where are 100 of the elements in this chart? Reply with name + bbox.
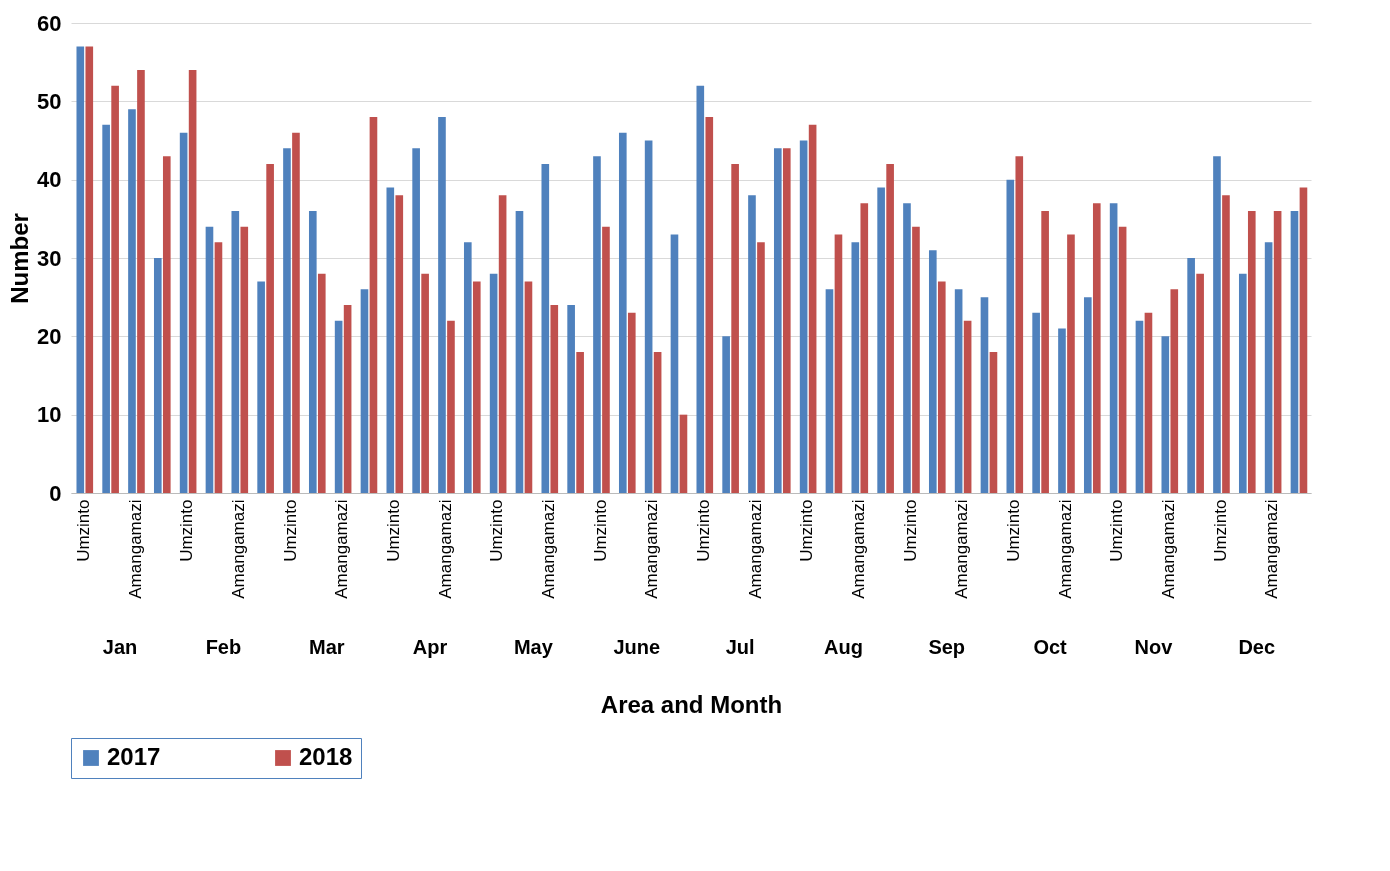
bar <box>1247 211 1256 493</box>
bar <box>334 320 343 493</box>
bar <box>524 281 533 493</box>
text: Feb <box>205 636 242 658</box>
bar <box>653 352 662 493</box>
x-tick-label: Umzinto <box>1107 499 1127 562</box>
x-tick-label: Umzinto <box>73 499 93 562</box>
y-axis-title: Number <box>6 213 34 304</box>
bar <box>1006 179 1015 493</box>
text: June <box>613 636 661 658</box>
bar <box>980 297 989 493</box>
y-tick-label: 40 <box>37 167 62 193</box>
bar <box>76 46 85 493</box>
bar <box>317 273 326 493</box>
bar <box>731 164 739 493</box>
bar <box>137 70 145 493</box>
text: Jan <box>102 636 138 658</box>
bar <box>205 226 214 493</box>
bar <box>1032 312 1040 493</box>
bar <box>1135 320 1144 493</box>
x-tick-label: Umzinto <box>383 499 403 562</box>
bar <box>696 85 705 493</box>
bar <box>912 226 920 493</box>
bar <box>541 164 550 493</box>
bar <box>602 226 610 493</box>
bar <box>963 320 972 493</box>
bar <box>593 156 601 493</box>
text: May <box>513 636 554 658</box>
bar <box>214 242 223 493</box>
bar <box>903 203 911 493</box>
bar <box>369 117 378 493</box>
bar <box>1299 187 1308 493</box>
x-tick-label: Umzinto <box>693 499 713 562</box>
bar <box>498 195 507 493</box>
bar <box>240 226 249 493</box>
bar <box>489 273 498 493</box>
bar <box>782 148 791 493</box>
bar <box>1238 273 1247 493</box>
bar <box>85 46 94 493</box>
x-tick-label: Umzinto <box>177 499 197 562</box>
bar <box>162 156 171 493</box>
bar <box>1144 312 1153 493</box>
y-tick-label: 10 <box>37 402 62 428</box>
bar <box>412 148 420 493</box>
bar <box>1213 156 1221 493</box>
x-tick-label: Amangamazi <box>332 499 352 599</box>
legend-label: 2018 <box>299 743 353 770</box>
bar <box>877 187 885 493</box>
bar <box>1161 336 1170 493</box>
bar <box>937 281 946 493</box>
bar <box>1041 211 1049 493</box>
x-tick-label: Umzinto <box>1210 499 1230 562</box>
bar <box>576 352 584 493</box>
bar <box>179 132 188 493</box>
bar <box>1222 195 1230 493</box>
bar <box>618 132 627 493</box>
y-tick-label: 60 <box>37 10 62 36</box>
bar <box>188 70 197 493</box>
bar <box>928 250 937 493</box>
bar <box>834 234 843 493</box>
bar <box>308 211 317 493</box>
bar <box>567 305 575 493</box>
bar <box>954 289 963 493</box>
y-tick-label: 50 <box>37 88 62 114</box>
text: Mar <box>308 636 345 658</box>
bar <box>1058 328 1066 493</box>
legend-label: 2017 <box>107 743 161 770</box>
bar <box>447 320 455 493</box>
bar <box>670 234 679 493</box>
text: Jul <box>725 636 755 658</box>
bar <box>773 148 782 493</box>
x-tick-label: Amangamazi <box>745 499 765 599</box>
bar <box>1083 297 1092 493</box>
bar <box>644 140 653 493</box>
bar <box>266 164 274 493</box>
bar <box>463 242 472 493</box>
bar <box>386 187 395 493</box>
bar <box>860 203 869 493</box>
bar <box>1092 203 1101 493</box>
y-tick-label: 20 <box>37 323 62 349</box>
x-tick-label: Amangamazi <box>228 499 248 599</box>
bar <box>825 289 834 493</box>
text: Dec <box>1238 636 1276 658</box>
text: Aug <box>823 636 863 658</box>
bar <box>128 109 136 493</box>
x-tick-label: Umzinto <box>590 499 610 562</box>
bar <box>292 132 300 493</box>
text: Apr <box>412 636 448 658</box>
bar <box>111 85 119 493</box>
bar <box>748 195 756 493</box>
bar <box>360 289 369 493</box>
bar <box>1067 234 1075 493</box>
bar <box>627 312 636 493</box>
bar <box>343 305 352 493</box>
bar <box>283 148 291 493</box>
x-tick-label: Amangamazi <box>1262 499 1282 599</box>
y-tick-label: 0 <box>49 480 62 506</box>
x-tick-label: Amangamazi <box>1158 499 1178 599</box>
bar <box>1264 242 1273 493</box>
bar <box>231 211 240 493</box>
